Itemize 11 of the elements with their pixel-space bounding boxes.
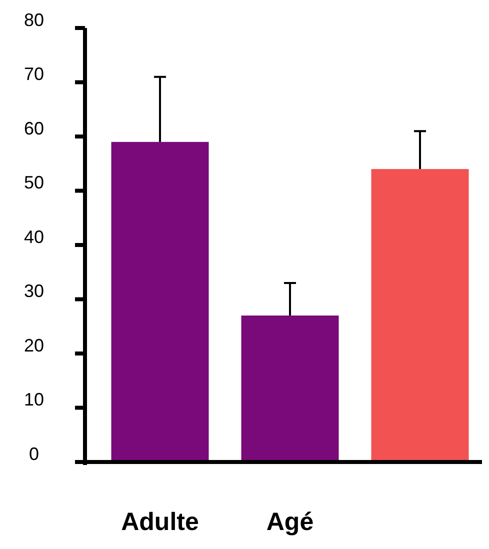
- y-tick-label: 80: [24, 10, 44, 30]
- y-tick-label: 60: [24, 118, 44, 138]
- y-tick-label: 0: [28, 444, 40, 464]
- y-tick-label: 10: [24, 390, 44, 410]
- x-tick-label: Agé: [266, 508, 314, 536]
- y-tick-label: 40: [24, 226, 44, 247]
- y-tick-label: 30: [24, 281, 44, 301]
- y-tick-label: 70: [24, 64, 44, 84]
- y-tick-label: 20: [24, 335, 44, 356]
- x-tick-label: Adulte: [121, 508, 199, 536]
- y-tick-label: 50: [24, 172, 44, 192]
